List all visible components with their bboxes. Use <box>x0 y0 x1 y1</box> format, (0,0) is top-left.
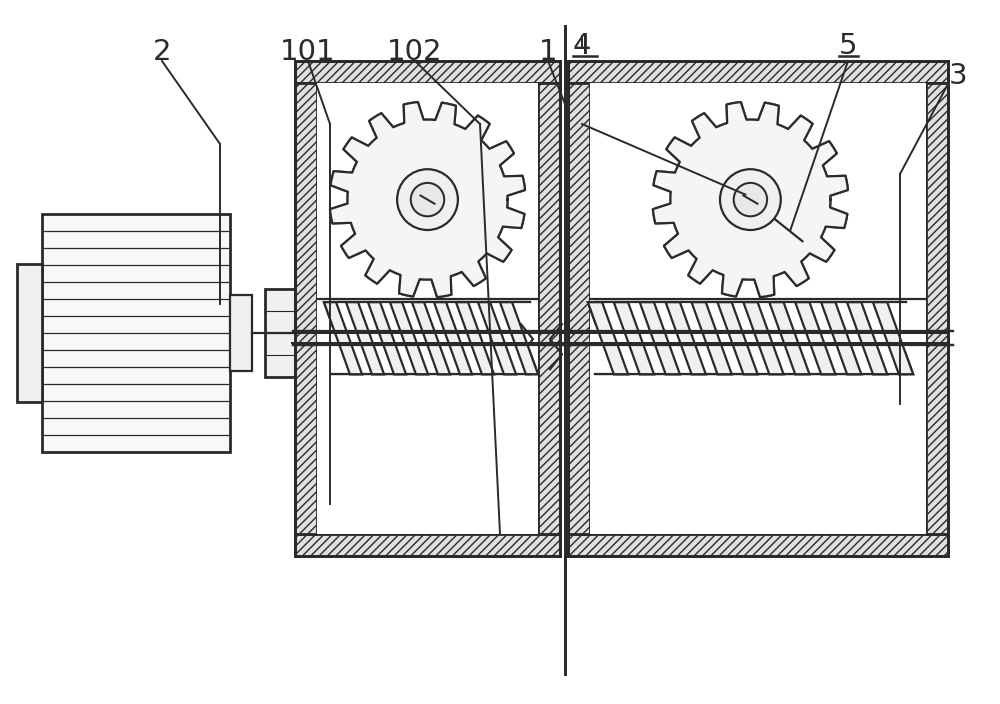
Polygon shape <box>614 302 654 375</box>
Polygon shape <box>821 302 861 375</box>
Polygon shape <box>346 302 384 375</box>
Polygon shape <box>670 120 830 279</box>
Polygon shape <box>821 302 861 375</box>
Bar <box>568 61 948 83</box>
Bar <box>295 534 560 556</box>
Circle shape <box>720 169 781 230</box>
Polygon shape <box>743 302 784 375</box>
Polygon shape <box>456 302 494 375</box>
Polygon shape <box>614 302 654 375</box>
Polygon shape <box>346 302 384 375</box>
Bar <box>317 83 538 534</box>
Polygon shape <box>795 302 835 375</box>
Polygon shape <box>588 302 628 375</box>
Circle shape <box>411 183 444 216</box>
Text: 4: 4 <box>573 32 591 60</box>
Polygon shape <box>390 302 428 375</box>
Text: 5: 5 <box>839 32 857 60</box>
Polygon shape <box>368 302 406 375</box>
Polygon shape <box>847 302 887 375</box>
Polygon shape <box>873 302 913 375</box>
Polygon shape <box>500 302 538 375</box>
Polygon shape <box>478 302 516 375</box>
Bar <box>317 83 538 534</box>
Polygon shape <box>588 302 628 375</box>
Bar <box>295 61 560 556</box>
Polygon shape <box>873 302 913 375</box>
Bar <box>295 61 560 83</box>
Polygon shape <box>324 302 362 375</box>
Polygon shape <box>434 302 472 375</box>
Polygon shape <box>412 302 450 375</box>
Circle shape <box>397 169 458 230</box>
Bar <box>17 264 42 402</box>
Polygon shape <box>330 102 525 297</box>
Circle shape <box>734 183 767 216</box>
Bar <box>265 289 295 377</box>
Polygon shape <box>434 302 472 375</box>
Bar <box>926 83 948 534</box>
Polygon shape <box>666 302 706 375</box>
Text: 101: 101 <box>280 38 336 66</box>
Polygon shape <box>368 302 406 375</box>
Bar <box>230 295 252 371</box>
Bar <box>568 83 590 534</box>
Text: 3: 3 <box>949 62 967 90</box>
Bar <box>595 302 906 375</box>
Polygon shape <box>769 302 809 375</box>
Circle shape <box>411 183 444 216</box>
Bar <box>590 83 926 534</box>
Bar <box>590 83 926 534</box>
Polygon shape <box>330 102 525 297</box>
Text: 102: 102 <box>387 38 443 66</box>
Polygon shape <box>500 302 538 375</box>
Polygon shape <box>847 302 887 375</box>
Polygon shape <box>743 302 784 375</box>
Polygon shape <box>640 302 680 375</box>
Bar <box>295 61 560 556</box>
Polygon shape <box>666 302 706 375</box>
Bar <box>295 83 317 534</box>
Polygon shape <box>717 302 758 375</box>
Bar <box>42 214 230 452</box>
Polygon shape <box>390 302 428 375</box>
Bar <box>568 61 948 556</box>
Polygon shape <box>412 302 450 375</box>
Bar <box>568 61 948 556</box>
Text: 1: 1 <box>539 38 557 66</box>
Polygon shape <box>348 120 508 279</box>
Bar <box>595 302 906 375</box>
Circle shape <box>397 169 458 230</box>
Bar <box>568 534 948 556</box>
Bar <box>538 83 560 534</box>
Polygon shape <box>692 302 732 375</box>
Polygon shape <box>456 302 494 375</box>
Text: 2: 2 <box>153 38 171 66</box>
Polygon shape <box>653 102 848 297</box>
Polygon shape <box>324 302 362 375</box>
Bar <box>332 302 530 375</box>
Polygon shape <box>692 302 732 375</box>
Polygon shape <box>717 302 758 375</box>
Polygon shape <box>769 302 809 375</box>
Circle shape <box>734 183 767 216</box>
Polygon shape <box>670 120 830 279</box>
Polygon shape <box>348 120 508 279</box>
Polygon shape <box>640 302 680 375</box>
Circle shape <box>720 169 781 230</box>
Polygon shape <box>478 302 516 375</box>
Polygon shape <box>653 102 848 297</box>
Bar <box>332 302 530 375</box>
Polygon shape <box>795 302 835 375</box>
